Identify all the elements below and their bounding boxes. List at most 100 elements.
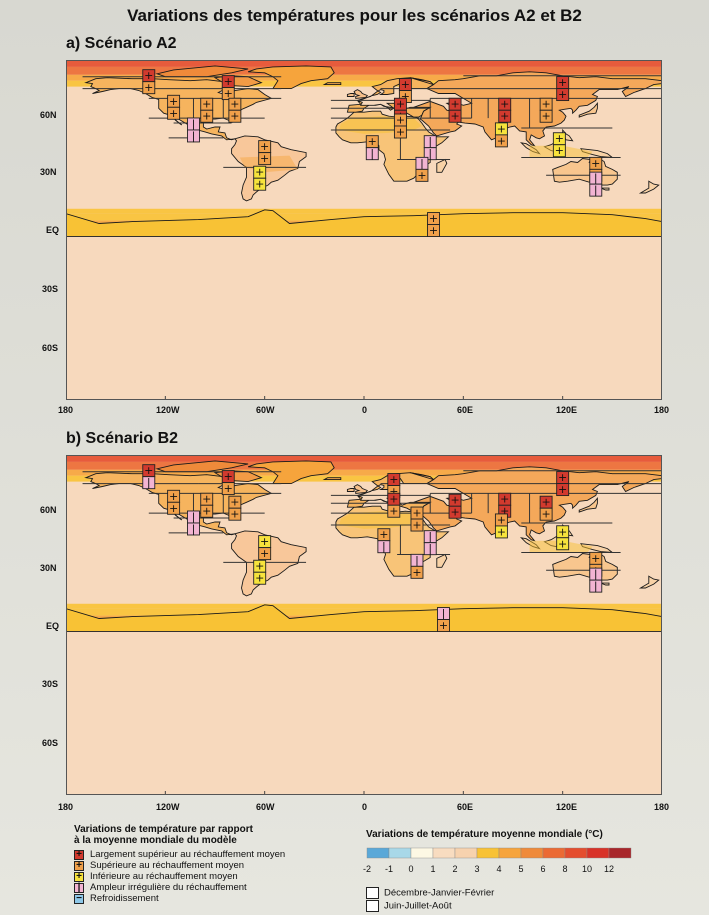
season-cell-symbol: + [558, 76, 567, 89]
season-cell [556, 88, 570, 102]
season-cell-symbol: + [169, 502, 178, 515]
region-indicator-box: ++ [258, 535, 272, 560]
legend-label: Inférieure au réchauffement moyen [90, 871, 238, 882]
season-cell-symbol: | [370, 147, 374, 160]
scale-heading: Variations de température moyenne mondia… [366, 829, 603, 840]
scale-swatch [520, 847, 544, 859]
lon-label-180e: 180 [654, 802, 670, 812]
lat-label-30n: 30N [40, 563, 57, 573]
landmass-madag [436, 553, 448, 568]
scale-tick-label: 8 [562, 864, 567, 874]
region-indicator-box: ++ [539, 496, 553, 521]
landmass-madag [436, 158, 448, 173]
region-indicator-box: ++ [253, 560, 267, 585]
legend-swatch: + [74, 861, 84, 871]
season-label: Juin-Juillet-Août [384, 900, 452, 912]
season-cell [187, 522, 200, 536]
season-cell-symbol: + [202, 505, 211, 518]
season-cell-symbol: | [594, 184, 598, 197]
landmass-iceland [322, 82, 342, 86]
season-cell-symbol: + [224, 470, 233, 483]
season-cell [423, 542, 437, 556]
legend-swatch: | [74, 883, 84, 893]
season-cell-symbol: + [450, 506, 459, 519]
region-indicator-box: ++ [498, 493, 512, 518]
lon-label-180w: 180 [58, 405, 74, 415]
scale-swatch [476, 847, 500, 859]
landmass-asia [410, 466, 662, 542]
temperature-band [66, 66, 662, 75]
region-indicator-box: ++ [494, 513, 508, 538]
region-indicator-box: || [589, 568, 603, 593]
season-cell-symbol: + [500, 493, 509, 506]
region-indicator-box: ++ [221, 75, 235, 100]
season-cell-symbol: + [542, 110, 551, 123]
region-indicator-box: || [187, 117, 200, 142]
season-cell-symbol: + [144, 81, 153, 94]
season-cell [253, 177, 267, 191]
region-indicator-box: ++ [228, 496, 242, 521]
season-cell-symbol: | [192, 510, 196, 523]
color-scale: -2 -1 0 1 2 3 4 5 6 8 10 12 [357, 846, 667, 881]
lon-label-120e: 120E [556, 405, 578, 415]
landmass-green [247, 460, 335, 485]
landmass-japan [578, 497, 598, 513]
region-indicator-box: ++ [552, 132, 566, 157]
landmass-ireland [346, 488, 355, 492]
season-cell-symbol: + [401, 78, 410, 91]
temperature-band [66, 60, 662, 67]
season-cell-symbol: + [412, 566, 421, 579]
legend-swatch: + [74, 850, 84, 860]
season-cell [228, 109, 242, 123]
region-indicator-box: +| [365, 135, 379, 160]
season-cell-symbol: | [594, 172, 598, 185]
landmass-japan [578, 102, 598, 118]
landmass-iceland [322, 477, 342, 481]
season-cell-symbol: | [192, 522, 196, 535]
season-cell-symbol: | [382, 540, 386, 553]
season-cell-symbol: | [428, 135, 432, 148]
season-cell-symbol: | [192, 129, 196, 142]
season-cell [498, 109, 512, 123]
season-cell-symbol: + [396, 126, 405, 139]
season-cell-symbol: + [202, 110, 211, 123]
landmass-nzEast [600, 582, 610, 586]
season-cell-symbol: + [230, 98, 239, 111]
scale-swatch [366, 847, 390, 859]
season-cell-symbol: + [169, 95, 178, 108]
scale-tick-label: 0 [408, 864, 413, 874]
season-cell-symbol: + [558, 537, 567, 550]
season-cell [494, 134, 508, 148]
season-cell-symbol: + [429, 224, 438, 237]
season-cell-symbol: + [255, 166, 264, 179]
season-cell [427, 224, 440, 237]
season-cell [377, 540, 391, 554]
scale-swatch [410, 847, 434, 859]
season-cell-symbol: + [389, 485, 398, 498]
season-cell-symbol: | [428, 530, 432, 543]
season-cell-symbol: + [591, 157, 600, 170]
season-cell-symbol: + [396, 114, 405, 127]
region-indicator-box: +| [377, 528, 391, 554]
season-cell [387, 504, 401, 518]
landmass-nz [638, 180, 660, 194]
season-cell-symbol: | [415, 554, 419, 567]
season-cell-symbol: + [497, 134, 506, 147]
scale-tick-label: 2 [452, 864, 457, 874]
season-cell-symbol: + [450, 110, 459, 123]
season-cell-symbol: + [144, 69, 153, 82]
page-title: Variations des températures pour les scé… [127, 6, 582, 25]
season-cell [221, 482, 235, 496]
scale-tick-label: -2 [363, 864, 371, 874]
season-cell [556, 483, 570, 497]
lat-label-60n: 60N [40, 110, 57, 120]
scale-swatch [564, 847, 588, 859]
scale-tick-label: 10 [582, 864, 592, 874]
season-cell-symbol: + [255, 572, 264, 585]
lat-label-eq: EQ [46, 621, 60, 631]
season-cell-symbol: + [558, 471, 567, 484]
lat-label-30n: 30N [40, 167, 57, 177]
season-cell-symbol: + [412, 519, 421, 532]
season-cell-symbol: + [558, 88, 567, 101]
season-cell [448, 109, 462, 123]
